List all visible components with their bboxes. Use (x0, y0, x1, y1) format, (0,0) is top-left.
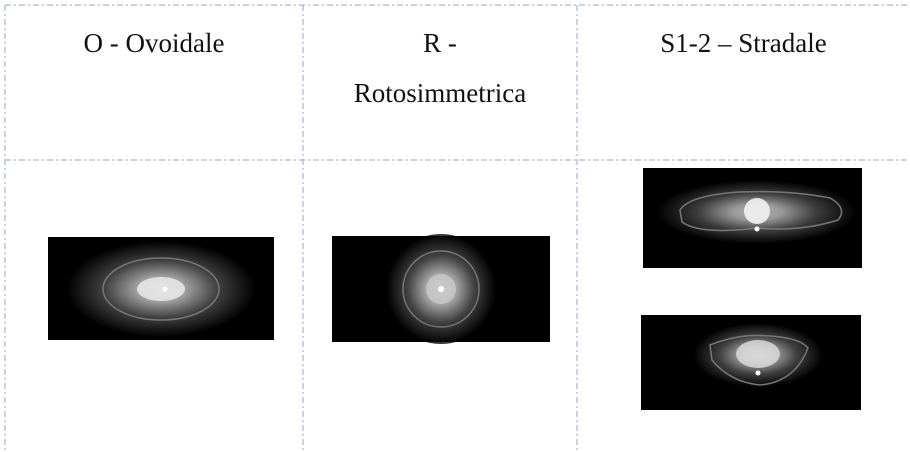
column-header: R - Rotosimmetrica (340, 18, 540, 118)
page: O - Ovoidale R - Rotosimmetrica S1-2 – S… (0, 0, 910, 452)
light-distribution-image (332, 234, 550, 344)
light-distribution-image (48, 237, 274, 340)
column-header: S1-2 – Stradale (577, 18, 910, 68)
light-distribution-image (643, 168, 862, 268)
light-distribution-image (641, 315, 861, 410)
column-header: O - Ovoidale (5, 18, 303, 68)
